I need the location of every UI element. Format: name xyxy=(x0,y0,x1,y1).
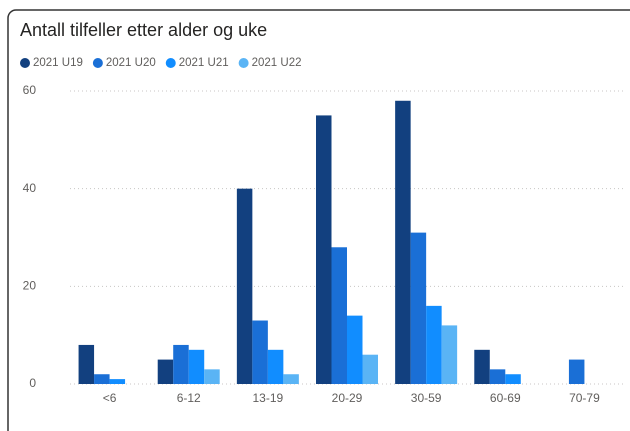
bar xyxy=(410,232,427,384)
y-tick-label: 40 xyxy=(23,181,37,195)
bar xyxy=(347,315,363,384)
bar xyxy=(109,379,126,384)
bar xyxy=(489,369,506,384)
y-tick-label: 60 xyxy=(23,83,37,97)
legend-label: 2021 U21 xyxy=(179,57,229,69)
bar xyxy=(173,344,189,384)
bar xyxy=(568,359,585,384)
legend-label: 2021 U19 xyxy=(33,57,83,69)
legend-marker xyxy=(92,58,103,68)
x-tick-label: 60-69 xyxy=(490,391,521,405)
bar xyxy=(474,349,490,384)
bar xyxy=(426,305,442,384)
bar xyxy=(331,247,347,384)
bar xyxy=(236,188,253,384)
bar xyxy=(316,115,332,385)
x-tick-label: 30-59 xyxy=(411,391,442,405)
x-tick-label: 20-29 xyxy=(332,391,363,405)
bar xyxy=(283,374,299,384)
x-tick-label: <6 xyxy=(103,391,117,405)
bar xyxy=(157,359,174,384)
x-tick-label: 6-12 xyxy=(177,391,201,405)
bar xyxy=(252,320,268,384)
legend-marker xyxy=(165,58,176,68)
bar xyxy=(188,349,205,384)
y-tick-label: 0 xyxy=(29,376,36,390)
x-tick-label: 70-79 xyxy=(569,391,600,405)
legend-label: 2021 U22 xyxy=(252,57,302,69)
y-tick-label: 20 xyxy=(23,279,37,293)
bar xyxy=(362,354,378,384)
bar xyxy=(204,369,220,384)
bar xyxy=(505,374,521,384)
bar xyxy=(441,325,458,384)
bar xyxy=(78,344,95,384)
bar xyxy=(94,374,110,384)
legend-marker xyxy=(238,58,249,68)
legend-marker xyxy=(20,58,30,68)
legend-label: 2021 U20 xyxy=(106,57,156,69)
chart-title: Antall tilfeller etter alder og uke xyxy=(20,20,267,40)
x-tick-label: 13-19 xyxy=(253,391,284,405)
bar xyxy=(395,100,411,385)
bar xyxy=(267,349,284,384)
